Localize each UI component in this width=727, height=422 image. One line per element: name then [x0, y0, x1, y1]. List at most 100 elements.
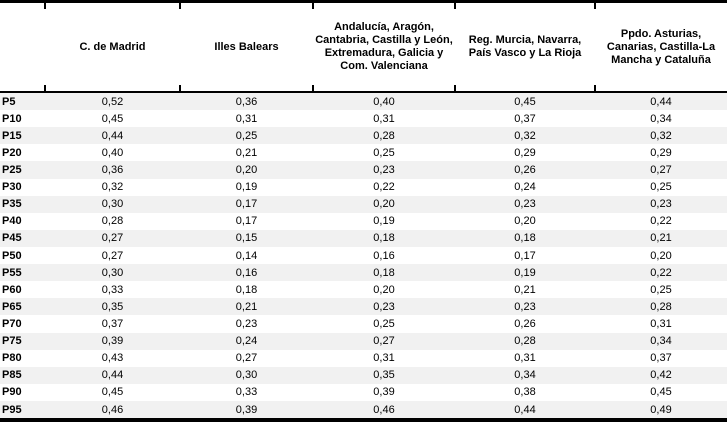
row-label: P55: [2, 266, 22, 279]
column-divider-tick: [454, 3, 456, 9]
table-cell: 0,36: [101, 163, 124, 176]
table-cell: 0,31: [514, 352, 536, 365]
table-cell: 0,22: [373, 181, 395, 194]
row-label: P50: [2, 249, 22, 262]
table-cell: 0,27: [101, 232, 124, 245]
table-cell: 0,32: [650, 129, 672, 142]
table-cell: 0,22: [650, 215, 672, 228]
table-cell: 0,45: [101, 386, 124, 399]
table-cell: 0,39: [235, 403, 258, 416]
table-row: P35 0,30 0,17 0,20 0,23 0,23: [0, 195, 727, 213]
table-row: P95 0,46 0,39 0,46 0,44 0,49: [0, 400, 727, 419]
column-header-asturias-group: Ppdo. Asturias, Canarias, Castilla-La Ma…: [606, 27, 716, 66]
table-row: P85 0,44 0,30 0,35 0,34 0,42: [0, 366, 727, 384]
column-divider-tick: [179, 85, 181, 91]
row-label: P10: [2, 112, 22, 125]
table-cell: 0,31: [373, 112, 395, 125]
table-row: P5 0,52 0,36 0,40 0,45 0,44: [0, 93, 727, 111]
table-row: P65 0,35 0,21 0,23 0,23 0,28: [0, 298, 727, 316]
table-row: P55 0,30 0,16 0,18 0,19 0,22: [0, 264, 727, 282]
table-cell: 0,15: [235, 232, 258, 245]
column-divider-tick: [312, 3, 314, 9]
table-cell: 0,44: [650, 95, 672, 108]
table-bottom-border: [0, 418, 727, 422]
table-cell: 0,30: [101, 266, 124, 279]
table-cell: 0,46: [373, 403, 395, 416]
table-row: P25 0,36 0,20 0,23 0,26 0,27: [0, 161, 727, 179]
row-label: P30: [2, 181, 22, 194]
table-cell: 0,43: [101, 352, 124, 365]
table-cell: 0,31: [373, 352, 395, 365]
table-cell: 0,17: [235, 198, 258, 211]
table-cell: 0,23: [373, 163, 395, 176]
table-cell: 0,44: [101, 129, 124, 142]
table-cell: 0,27: [235, 352, 258, 365]
table-cell: 0,18: [235, 283, 258, 296]
table-cell: 0,37: [514, 112, 536, 125]
table-cell: 0,20: [373, 283, 395, 296]
table-row: P70 0,37 0,23 0,25 0,26 0,31: [0, 315, 727, 332]
table-row: P50 0,27 0,14 0,16 0,17 0,20: [0, 247, 727, 264]
table-cell: 0,24: [514, 181, 536, 194]
table-cell: 0,16: [373, 249, 395, 262]
table-cell: 0,29: [514, 146, 536, 159]
table-cell: 0,25: [373, 317, 395, 330]
table-cell: 0,32: [101, 181, 124, 194]
column-header-murcia-group: Reg. Murcia, Navarra, País Vasco y La Ri…: [468, 34, 582, 59]
table-cell: 0,27: [373, 335, 395, 348]
table-cell: 0,30: [235, 369, 258, 382]
table-cell: 0,52: [101, 95, 124, 108]
table-cell: 0,39: [101, 335, 124, 348]
table-cell: 0,21: [235, 300, 258, 313]
table-cell: 0,27: [650, 163, 672, 176]
column-divider-tick: [312, 85, 314, 91]
table-cell: 0,31: [235, 112, 258, 125]
table-cell: 0,20: [235, 163, 258, 176]
table-cell: 0,35: [373, 369, 395, 382]
table-cell: 0,32: [514, 129, 536, 142]
table-cell: 0,23: [373, 300, 395, 313]
table-cell: 0,44: [101, 369, 124, 382]
row-label: P60: [2, 283, 22, 296]
row-label: P90: [2, 386, 22, 399]
table-cell: 0,49: [650, 403, 672, 416]
row-label: P80: [2, 352, 22, 365]
header-divider: [0, 91, 727, 93]
row-label: P70: [2, 317, 22, 330]
table-cell: 0,28: [514, 335, 536, 348]
table-cell: 0,40: [101, 146, 124, 159]
table-cell: 0,19: [235, 181, 258, 194]
row-label: P85: [2, 369, 22, 382]
table-cell: 0,34: [650, 335, 672, 348]
table-cell: 0,18: [373, 232, 395, 245]
table-cell: 0,23: [650, 198, 672, 211]
table-cell: 0,18: [373, 266, 395, 279]
table-cell: 0,38: [514, 386, 536, 399]
table-cell: 0,33: [235, 386, 258, 399]
table-cell: 0,42: [650, 369, 672, 382]
table-cell: 0,17: [514, 249, 536, 262]
row-label: P95: [2, 403, 22, 416]
table-cell: 0,23: [514, 198, 536, 211]
table-row: P40 0,28 0,17 0,19 0,20 0,22: [0, 213, 727, 230]
table-cell: 0,16: [235, 266, 258, 279]
table-row: P10 0,45 0,31 0,31 0,37 0,34: [0, 110, 727, 127]
table-cell: 0,19: [514, 266, 536, 279]
table-cell: 0,29: [650, 146, 672, 159]
table-cell: 0,35: [101, 300, 124, 313]
table-row: P20 0,40 0,21 0,25 0,29 0,29: [0, 144, 727, 161]
table-cell: 0,18: [514, 232, 536, 245]
table-cell: 0,45: [101, 112, 124, 125]
column-divider-tick: [44, 85, 46, 91]
table-cell: 0,24: [235, 335, 258, 348]
table-cell: 0,34: [650, 112, 672, 125]
table-row: P60 0,33 0,18 0,20 0,21 0,25: [0, 281, 727, 298]
table-cell: 0,20: [514, 215, 536, 228]
table-cell: 0,28: [101, 215, 124, 228]
table-cell: 0,46: [101, 403, 124, 416]
table-cell: 0,26: [514, 317, 536, 330]
row-label: P45: [2, 232, 22, 245]
column-header-andalucia-group: Andalucía, Aragón, Cantabria, Castilla y…: [315, 21, 453, 72]
table-row: P80 0,43 0,27 0,31 0,31 0,37: [0, 350, 727, 367]
